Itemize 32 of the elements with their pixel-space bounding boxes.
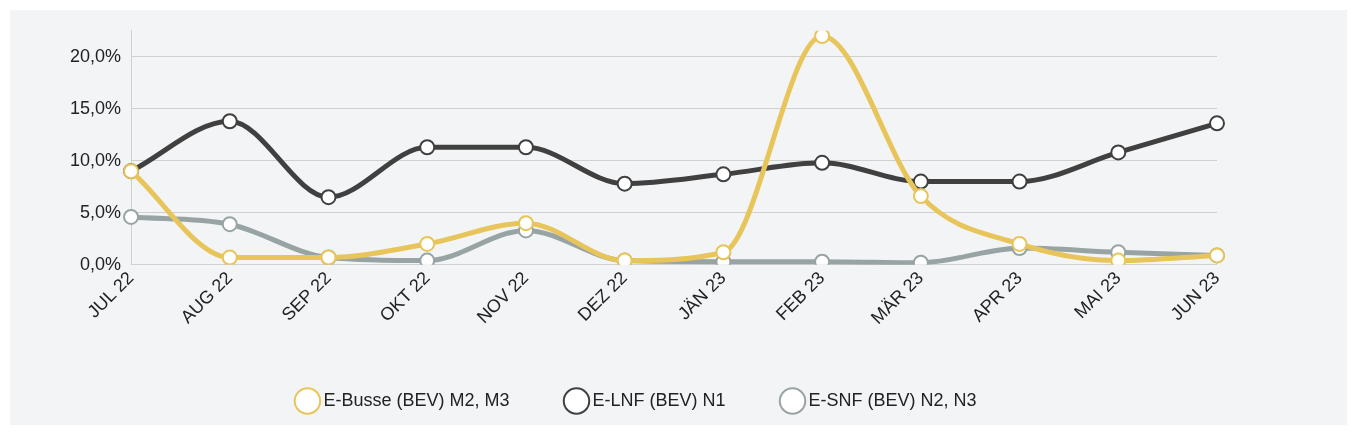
point bbox=[912, 173, 929, 190]
point bbox=[517, 139, 534, 156]
y-tick-label: 0,0% bbox=[80, 253, 122, 274]
y-tick-label: 10,0% bbox=[69, 149, 122, 170]
y-tick-label: 5,0% bbox=[80, 201, 122, 222]
point bbox=[814, 154, 831, 171]
point bbox=[715, 244, 732, 261]
point bbox=[320, 189, 337, 206]
point bbox=[1011, 235, 1028, 252]
y-tick-label: 15,0% bbox=[69, 97, 122, 118]
point bbox=[1209, 115, 1225, 132]
point bbox=[419, 235, 436, 252]
point bbox=[616, 175, 633, 192]
point bbox=[517, 215, 534, 232]
point bbox=[912, 188, 929, 205]
point bbox=[814, 30, 831, 44]
legend-label: E-LNF (BEV) N1 bbox=[592, 389, 726, 410]
point bbox=[419, 139, 436, 156]
y-tick-label: 20,0% bbox=[69, 45, 122, 66]
point bbox=[221, 249, 238, 265]
point bbox=[1110, 252, 1127, 265]
point bbox=[221, 113, 238, 130]
legend-label: E-SNF (BEV) N2, N3 bbox=[808, 389, 977, 410]
legend-label: E-Busse (BEV) M2, M3 bbox=[323, 389, 510, 410]
point bbox=[1011, 173, 1028, 190]
x-tick-label: MAI 23 bbox=[1070, 267, 1125, 323]
point bbox=[419, 252, 436, 265]
point bbox=[1110, 144, 1127, 161]
point bbox=[715, 166, 732, 183]
point bbox=[221, 216, 238, 233]
point bbox=[123, 208, 140, 225]
x-tick-label: FEB 23 bbox=[771, 267, 829, 325]
